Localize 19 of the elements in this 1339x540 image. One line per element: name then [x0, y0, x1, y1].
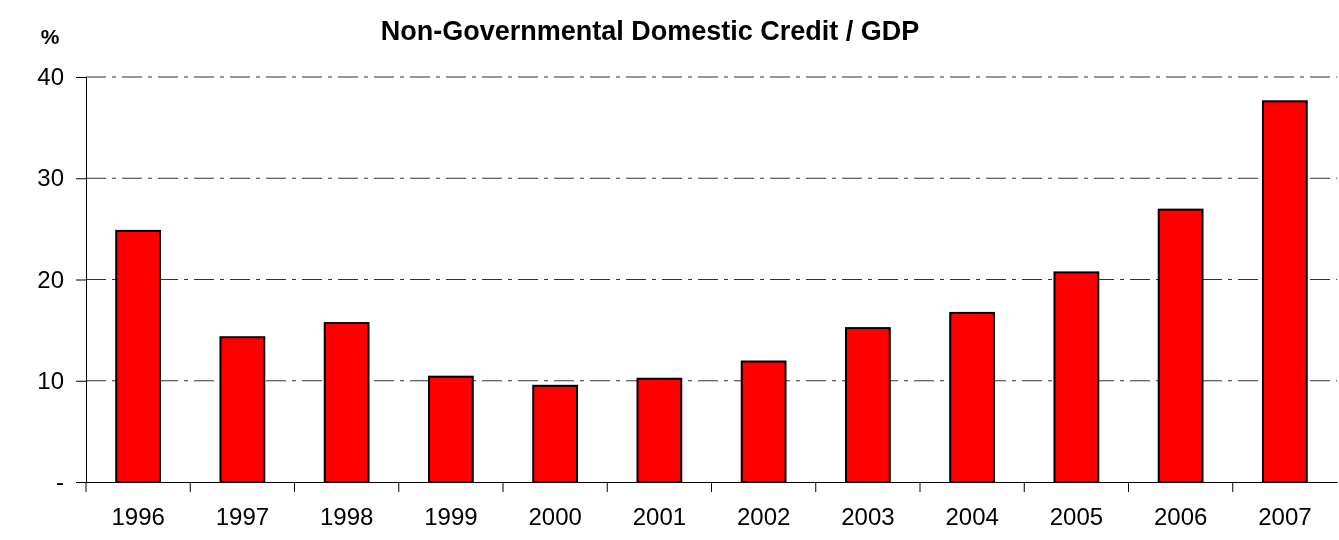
x-tick-label: 2000 — [528, 503, 582, 531]
x-tick-label: 1997 — [215, 503, 270, 531]
y-tick-label: 40 — [37, 63, 64, 91]
x-tick-label: 2006 — [1153, 503, 1208, 531]
x-tick-label: 1996 — [111, 503, 165, 531]
x-tick-label: 2003 — [841, 503, 895, 531]
x-tick-label: 1999 — [424, 503, 478, 531]
chart-title: Non-Governmental Domestic Credit / GDP — [380, 16, 920, 46]
x-tick-label: 2005 — [1049, 503, 1104, 531]
y-tick-label: 20 — [37, 265, 64, 293]
x-tick-label: 2002 — [736, 503, 791, 531]
y-tick-label: 30 — [37, 164, 64, 192]
y-tick-label: 10 — [37, 366, 64, 394]
x-tick-label: 2001 — [632, 503, 687, 531]
x-tick-label: 2007 — [1258, 503, 1312, 531]
y-tick-label: - — [56, 468, 64, 496]
y-axis-title: % — [40, 25, 60, 48]
x-tick-label: 2004 — [945, 503, 999, 531]
x-tick-label: 1998 — [319, 503, 374, 531]
